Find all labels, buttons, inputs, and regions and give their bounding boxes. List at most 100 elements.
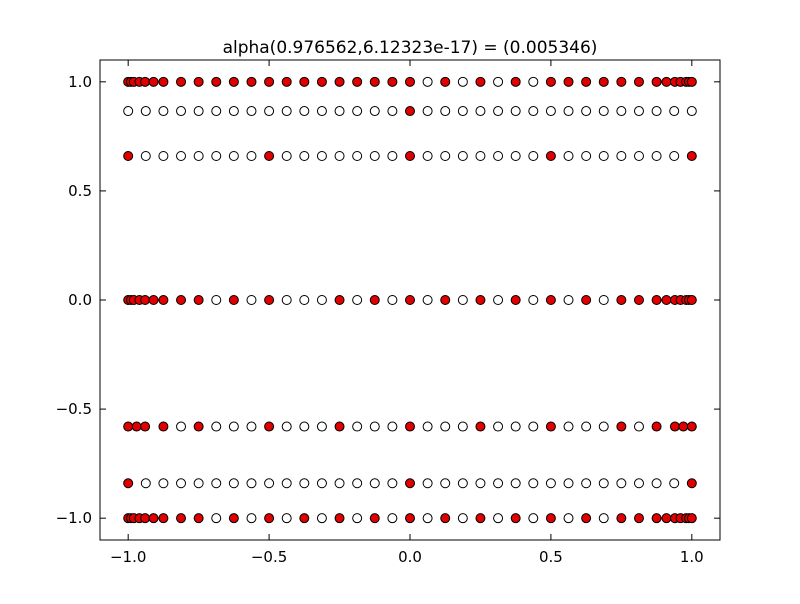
open-point [211,513,222,524]
open-point [281,295,292,305]
open-point [422,478,433,489]
open-point [228,421,239,432]
axis-ticks: −1.0 −0.5 0.0 0.5 1.0 −1.0 −0.5 0.0 0.5 1.0 [56,60,720,566]
open-point [387,513,398,524]
open-point [299,106,310,117]
open-point [158,106,169,117]
open-point [228,151,239,161]
open-point [158,478,169,489]
open-point [493,76,504,87]
open-point [369,151,380,161]
open-point [563,478,574,489]
x-tick-label: 0.0 [398,548,422,566]
open-point [334,151,345,161]
open-point [140,106,151,117]
open-point [510,421,521,432]
filled-point [334,76,345,87]
open-point [299,295,310,305]
open-point [422,76,433,87]
open-point [422,106,433,117]
open-point [493,295,504,305]
open-point [140,151,151,161]
filled-point [176,295,187,305]
open-point [457,513,468,524]
open-point [528,76,539,87]
filled-point [299,513,310,524]
open-point [475,106,486,117]
open-point [193,478,204,489]
filled-point [545,513,556,524]
open-point [598,421,609,432]
open-point [581,106,592,117]
open-point [369,478,380,489]
open-point [352,295,363,305]
open-point [528,421,539,432]
open-point [211,295,222,305]
open-point [475,478,486,489]
open-point [616,478,627,489]
filled-point [148,295,159,305]
open-point [616,151,627,161]
filled-point [440,513,451,524]
filled-point [686,295,697,305]
open-point [598,513,609,524]
open-point [528,106,539,117]
open-point [493,106,504,117]
open-point [264,106,275,117]
y-tick-label: −0.5 [56,400,92,418]
filled-point [563,76,574,87]
open-point [457,295,468,305]
open-point [633,478,644,489]
filled-point [581,513,592,524]
filled-point [405,106,415,117]
filled-point [193,295,204,305]
filled-point [158,421,169,432]
filled-point [193,421,204,432]
open-point [616,106,627,117]
open-point [493,478,504,489]
open-point [281,513,292,524]
open-point [563,421,574,432]
y-tick-label: 1.0 [68,73,92,91]
filled-point [176,76,187,87]
filled-point [264,421,275,432]
open-point [246,106,257,117]
open-point [510,478,521,489]
filled-point [633,76,644,87]
open-point [352,478,363,489]
filled-point [140,513,151,524]
filled-point [193,513,204,524]
open-point [228,106,239,117]
open-point [316,151,327,161]
open-point [369,106,380,117]
open-point [299,421,310,432]
open-point [493,513,504,524]
open-point [422,513,433,524]
open-point [457,421,468,432]
filled-point [475,421,486,432]
filled-point [369,76,380,87]
filled-point [405,76,415,87]
open-point [633,106,644,117]
open-point [563,295,574,305]
open-point [352,421,363,432]
x-tick-label: −0.5 [251,548,287,566]
open-point [598,151,609,161]
filled-point [475,76,486,87]
x-tick-label: −1.0 [110,548,146,566]
open-point [528,295,539,305]
filled-point [545,76,556,87]
open-point [387,421,398,432]
open-point [387,478,398,489]
filled-point [387,76,398,87]
filled-point [616,513,627,524]
filled-point [661,513,672,524]
open-point [422,295,433,305]
open-point [545,106,556,117]
filled-point [211,76,222,87]
open-point [581,151,592,161]
filled-point [228,76,239,87]
filled-point [158,513,169,524]
open-point [316,106,327,117]
open-point [387,151,398,161]
